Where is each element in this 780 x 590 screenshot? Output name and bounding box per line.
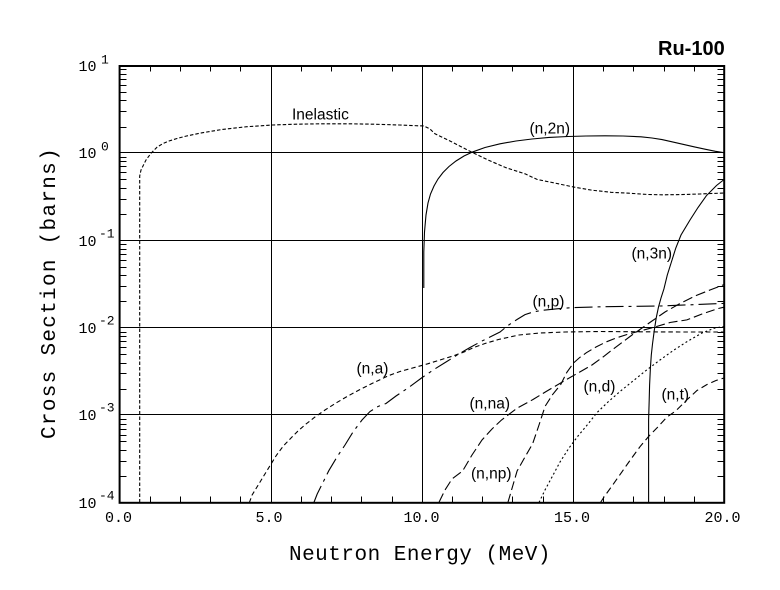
svg-text:10: 10 [79, 321, 97, 338]
svg-text:10: 10 [79, 146, 97, 163]
svg-text:-3: -3 [99, 400, 115, 415]
svg-text:-1: -1 [99, 226, 115, 241]
svg-text:(n,na): (n,na) [470, 396, 511, 413]
svg-text:(n,np): (n,np) [471, 466, 512, 483]
svg-text:Inelastic: Inelastic [292, 107, 349, 124]
svg-text:5.0: 5.0 [255, 510, 282, 527]
svg-text:(n,t): (n,t) [662, 387, 690, 404]
svg-text:Cross Section (barns): Cross Section (barns) [39, 147, 62, 439]
svg-text:10: 10 [79, 234, 97, 251]
svg-text:10: 10 [79, 496, 97, 513]
svg-text:10: 10 [79, 408, 97, 425]
svg-text:15.0: 15.0 [554, 510, 590, 527]
svg-text:10.0: 10.0 [403, 510, 439, 527]
svg-text:-4: -4 [99, 488, 115, 503]
svg-text:(n,d): (n,d) [584, 379, 616, 396]
svg-text:Neutron Energy (MeV): Neutron Energy (MeV) [289, 544, 551, 567]
svg-text:0.0: 0.0 [105, 510, 132, 527]
svg-text:(n,p): (n,p) [533, 294, 565, 311]
svg-text:1: 1 [101, 52, 109, 67]
svg-text:Ru-100: Ru-100 [658, 38, 725, 60]
svg-text:20.0: 20.0 [704, 510, 740, 527]
svg-text:(n,a): (n,a) [357, 361, 389, 378]
svg-text:-2: -2 [99, 313, 115, 328]
svg-text:10: 10 [79, 59, 97, 76]
svg-text:0: 0 [101, 139, 109, 154]
svg-text:(n,2n): (n,2n) [530, 121, 571, 138]
svg-text:(n,3n): (n,3n) [632, 246, 673, 263]
